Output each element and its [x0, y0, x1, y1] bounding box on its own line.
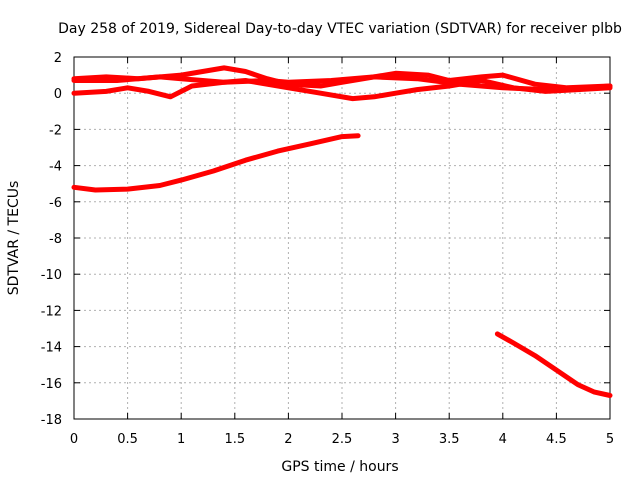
y-tick-label: -18 [41, 413, 62, 428]
grid [73, 56, 611, 420]
y-tick-label: -16 [41, 377, 62, 392]
y-tick-label: 2 [54, 51, 62, 66]
y-tick-label: -12 [41, 304, 62, 319]
x-tick-label: 3 [391, 432, 399, 447]
y-axis-label: SDTVAR / TECUs [6, 181, 22, 296]
x-tick-label: 3.5 [439, 432, 460, 447]
x-tick-label: 2 [284, 432, 292, 447]
x-tick-label: 4.5 [546, 432, 567, 447]
x-tick-label: 0.5 [117, 432, 138, 447]
y-tick-label: -6 [49, 196, 62, 211]
series-group [71, 65, 613, 398]
x-tick-label: 1 [177, 432, 185, 447]
x-tick-label: 5 [606, 432, 614, 447]
series-track-4 [71, 133, 361, 193]
ticks: 0 0.5 1 1.5 2 2.5 3 3.5 4 4.5 5 2 0 -2 -4 -6 -8 -10 -12 -14… [41, 51, 614, 447]
x-tick-label: 4 [499, 432, 507, 447]
x-tick-label: 2.5 [332, 432, 353, 447]
y-tick-label: -10 [41, 268, 62, 283]
x-tick-label: 0 [70, 432, 78, 447]
y-tick-label: -8 [49, 232, 62, 247]
series-track-1 [71, 65, 613, 91]
series-track-3 [71, 78, 613, 102]
chart-title: Day 258 of 2019, Sidereal Day-to-day VTE… [58, 21, 622, 37]
series-track-5 [494, 331, 613, 398]
y-tick-label: -14 [41, 341, 62, 356]
y-tick-label: 0 [54, 87, 62, 102]
x-tick-label: 1.5 [224, 432, 245, 447]
x-axis-label: GPS time / hours [281, 459, 398, 475]
y-tick-label: -2 [49, 123, 62, 138]
y-tick-label: -4 [49, 160, 62, 175]
